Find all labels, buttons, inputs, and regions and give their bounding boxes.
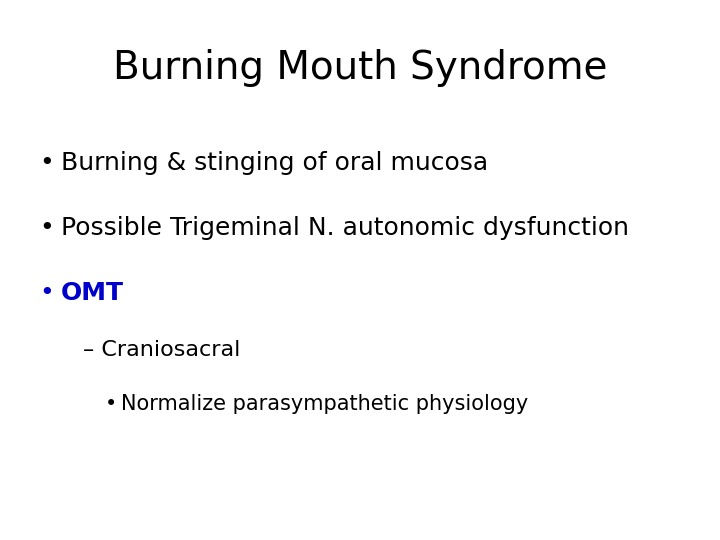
Text: Burning & stinging of oral mucosa: Burning & stinging of oral mucosa (61, 151, 488, 175)
Text: Burning Mouth Syndrome: Burning Mouth Syndrome (113, 49, 607, 86)
Text: – Craniosacral: – Craniosacral (83, 340, 240, 360)
Text: Normalize parasympathetic physiology: Normalize parasympathetic physiology (121, 394, 528, 414)
Text: OMT: OMT (61, 281, 125, 305)
Text: •: • (40, 151, 54, 175)
Text: •: • (40, 216, 54, 240)
Text: •: • (40, 281, 54, 305)
Text: •: • (104, 394, 117, 414)
Text: Possible Trigeminal N. autonomic dysfunction: Possible Trigeminal N. autonomic dysfunc… (61, 216, 629, 240)
